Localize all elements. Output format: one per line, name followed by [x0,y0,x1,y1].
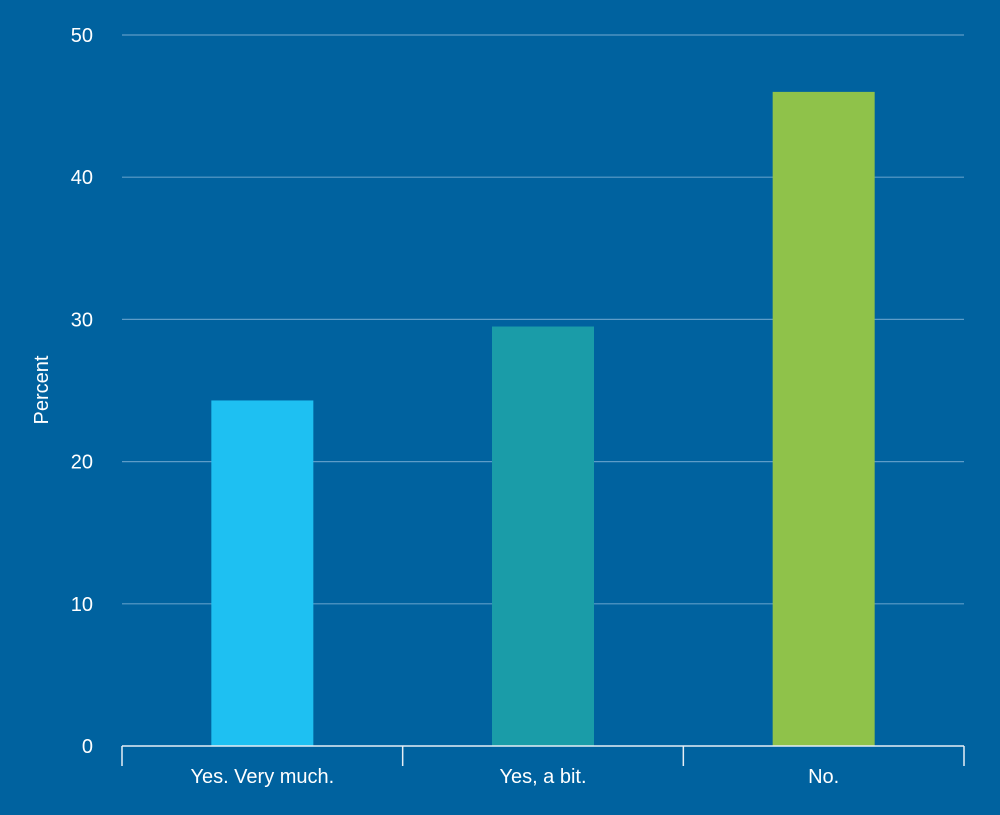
x-tick-label-2: Yes, a bit. [499,766,586,788]
x-tick-label-1: Yes. Very much. [190,766,334,788]
x-axis [121,745,965,766]
bar-3 [772,91,875,746]
bar-2 [492,326,594,746]
bar-1 [211,400,314,746]
bars [211,91,875,746]
x-tick-labels: Yes. Very much. Yes, a bit. No. [190,766,839,788]
y-tick-label-20: 20 [71,452,93,474]
y-axis-label: Percent [31,355,53,424]
y-tick-label-30: 30 [71,309,93,331]
y-tick-labels: 0 10 20 30 40 50 [71,25,93,758]
x-tick-label-3: No. [808,766,839,788]
y-tick-label-40: 40 [71,167,93,189]
y-tick-label-0: 0 [82,736,93,758]
y-tick-label-10: 10 [71,594,93,616]
y-tick-label-50: 50 [71,25,93,47]
